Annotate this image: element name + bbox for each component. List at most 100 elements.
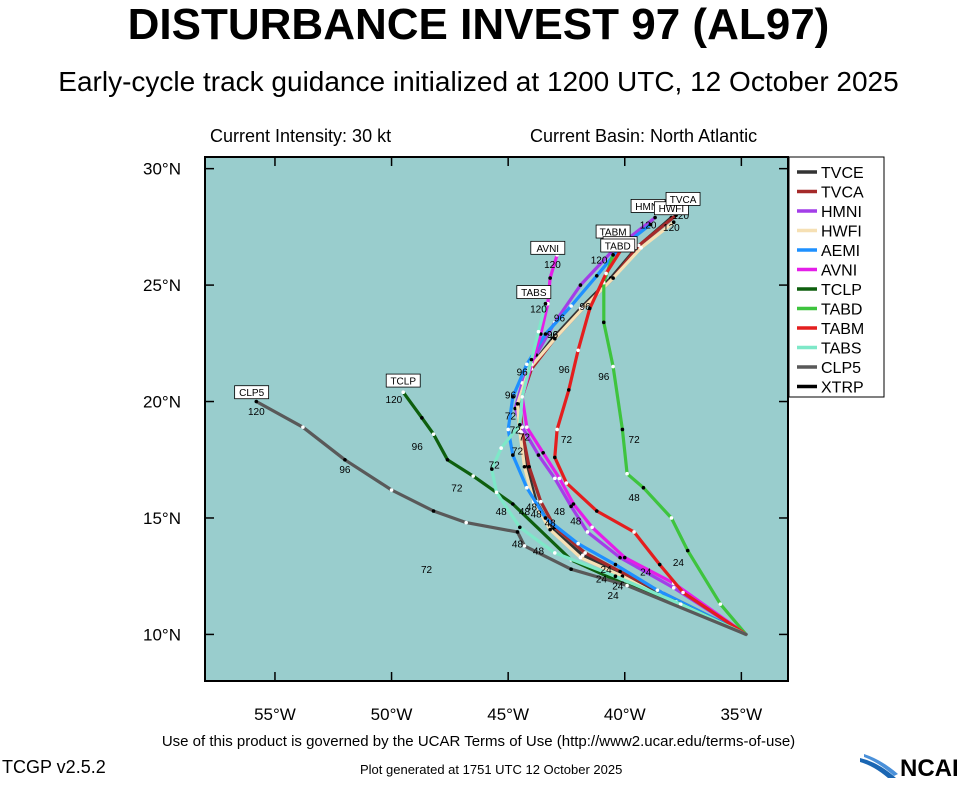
y-tick-label: 25°N [143, 276, 181, 295]
track-point-hmni [520, 425, 524, 429]
track-point-tabs [543, 301, 548, 306]
forecast-hour-label: 48 [512, 540, 524, 551]
track-point-tclp [401, 390, 406, 395]
x-tick-label: 55°W [254, 705, 296, 724]
y-tick-label: 10°N [143, 625, 181, 644]
legend: TVCE TVCA HMNI HWFI AEMI AVNI TCLP TABD TABM TABS… [788, 156, 885, 398]
current-intensity: Current Intensity: 30 kt [210, 126, 392, 146]
track-point-tabm [657, 562, 662, 567]
track-point-avni [571, 502, 576, 506]
track-point-tvca [583, 551, 587, 555]
track-point-avni [539, 332, 543, 336]
forecast-hour-label: 96 [517, 367, 529, 378]
map-frame [204, 156, 789, 682]
track-point-hmni [569, 504, 573, 509]
track-point-aemi [511, 453, 515, 457]
track-point-tclp [511, 502, 515, 506]
forecast-hour-label: 120 [544, 260, 561, 271]
model-tag-label: HWFI [659, 204, 685, 215]
track-point-tvca [539, 499, 543, 504]
forecast-hour-label: 96 [598, 372, 610, 383]
y-tick-label: 20°N [143, 393, 181, 412]
track-avni [520, 253, 748, 636]
track-point-hmni [536, 453, 541, 457]
track-point-hmni [653, 215, 657, 220]
track-point-aemi [613, 562, 618, 567]
track-point-tabd [620, 427, 625, 432]
track-point-clp5 [522, 544, 527, 548]
forecast-hour-label: 24 [612, 582, 624, 593]
track-point-tabd [625, 471, 629, 476]
forecast-hour-label: 72 [510, 425, 522, 436]
track-point-hwfi [548, 527, 552, 532]
forecast-hour-label: 120 [591, 255, 608, 266]
track-point-avni [557, 476, 562, 481]
track-point-hwfi [580, 306, 585, 311]
track-point-tabd [601, 320, 606, 325]
forecast-hour-label: 48 [554, 507, 566, 518]
model-tag-label: HMNI [635, 202, 661, 213]
track-point-hwfi [515, 402, 520, 406]
legend-box [788, 156, 885, 398]
page-title: DISTURBANCE INVEST 97 (AL97) [127, 0, 830, 49]
model-tag-box [385, 373, 421, 388]
x-tick-label: 45°W [487, 705, 529, 724]
track-point-hmni [585, 530, 590, 534]
legend-label-tabm: TABM [821, 321, 864, 338]
track-point-clp5 [569, 567, 573, 572]
forecast-hour-label: 120 [386, 395, 403, 406]
track-point-clp5 [301, 425, 305, 429]
forecast-hour-label: 48 [545, 519, 557, 530]
track-point-tvca [527, 464, 531, 469]
track-tclp [401, 390, 748, 636]
track-point-hmni [553, 476, 557, 481]
forecast-hour-label: 72 [519, 432, 531, 443]
track-point-tabm [594, 509, 599, 513]
track-point-tclp [431, 432, 436, 436]
track-point-hmni [618, 555, 622, 560]
track-point-tabm [553, 455, 557, 460]
track-point-clp5 [389, 488, 394, 492]
forecast-hour-label: 120 [530, 304, 547, 315]
track-point-aemi [511, 395, 515, 399]
legend-label-hwfi: HWFI [821, 224, 862, 241]
forecast-hour-label: 96 [505, 391, 517, 402]
track-point-tvce [580, 553, 585, 558]
track-point-avni [622, 555, 627, 560]
forecast-hour-label: 72 [512, 446, 524, 457]
track-point-hwfi [671, 220, 676, 225]
track-point-tabd [611, 253, 615, 257]
track-point-tabs [490, 467, 494, 471]
forecast-hour-label: 120 [663, 223, 680, 234]
track-point-avni [590, 525, 594, 530]
track-point-avni [548, 276, 552, 280]
forecast-hour-label: 48 [519, 507, 531, 518]
forecast-hour-label: 72 [561, 435, 573, 446]
model-tag-label: AVNI [536, 244, 559, 255]
model-tag-label: TABM [600, 228, 627, 239]
track-point-tabd [669, 516, 674, 520]
current-basin: Current Basin: North Atlantic [530, 126, 758, 146]
track-point-tabs [520, 395, 524, 399]
track-point-tvca [618, 569, 622, 574]
track-point-avni [525, 425, 529, 429]
track-point-tabm [566, 388, 571, 392]
track-point-tabm [604, 271, 608, 276]
forecast-hour-label: 48 [526, 502, 538, 513]
track-point-clp5 [464, 520, 468, 525]
forecast-hour-label: 96 [559, 365, 571, 376]
y-tick-label: 15°N [143, 509, 181, 528]
forecast-hour-label: 24 [596, 575, 608, 586]
forecast-hour-label: 72 [489, 460, 501, 471]
track-point-hmni [513, 406, 517, 411]
forecast-hour-label: 24 [673, 558, 685, 569]
y-tick-label: 30°N [143, 160, 181, 179]
track-point-tabs [518, 423, 522, 427]
model-tags: CLP5TCLPAVNITABSTABMAEMITABDHMNIHWFITVCA [234, 192, 701, 399]
track-point-tabm [681, 590, 685, 595]
x-tick-label: 50°W [371, 705, 413, 724]
model-tag-label: TCLP [390, 377, 416, 388]
forecast-hour-label: 48 [570, 516, 582, 527]
track-point-aemi [543, 332, 548, 336]
track-point-tclp [471, 474, 475, 478]
